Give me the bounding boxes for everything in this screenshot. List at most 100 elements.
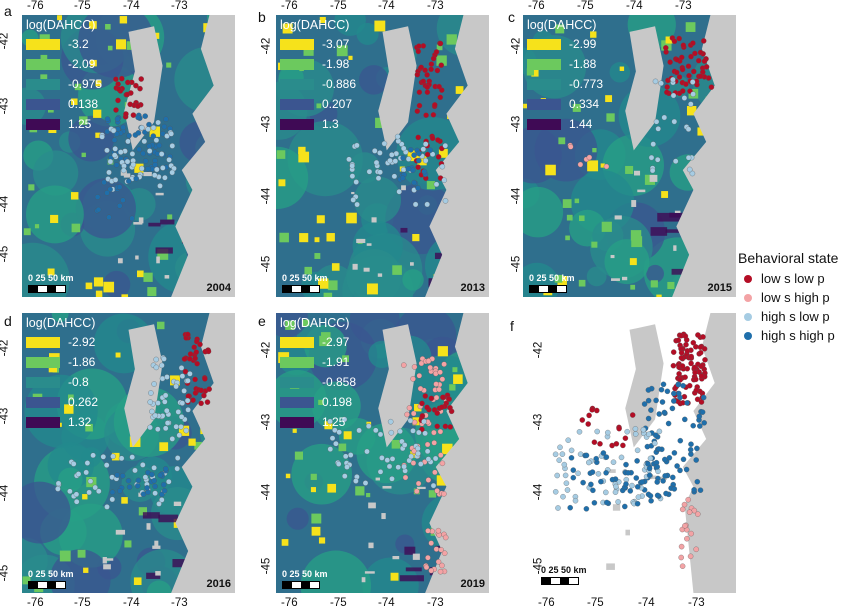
tracking-point bbox=[687, 446, 694, 453]
tracking-point bbox=[442, 142, 449, 149]
tracking-point bbox=[594, 428, 600, 435]
legend-swatch bbox=[26, 38, 60, 50]
legend-label: high s low p bbox=[761, 309, 830, 324]
lon-tick-label: -74 bbox=[638, 597, 655, 609]
tracking-point bbox=[125, 477, 132, 484]
tracking-point bbox=[142, 113, 148, 119]
legend-value: -2.99 bbox=[569, 37, 597, 51]
tracking-point bbox=[647, 493, 654, 499]
tracking-point bbox=[679, 66, 686, 73]
tracking-point bbox=[134, 483, 141, 489]
state-dot bbox=[744, 312, 752, 321]
tracking-point bbox=[583, 506, 590, 512]
land-mask bbox=[610, 15, 736, 297]
tracking-point bbox=[186, 356, 193, 362]
panel-letter-f: f bbox=[510, 318, 514, 334]
tracking-point bbox=[160, 481, 167, 488]
tracking-point bbox=[114, 472, 120, 478]
legend-title: Behavioral state bbox=[738, 250, 839, 266]
legend-value: 1.3 bbox=[322, 117, 339, 131]
tracking-point bbox=[136, 146, 142, 153]
lon-tick-label: -75 bbox=[74, 0, 91, 12]
scale-bar: 0 25 50 km bbox=[28, 273, 74, 293]
land-mask bbox=[351, 15, 489, 297]
land-mask bbox=[117, 15, 235, 297]
tracking-points bbox=[55, 331, 212, 510]
tracking-point bbox=[434, 488, 440, 494]
lon-tick-label: -73 bbox=[688, 597, 705, 609]
tracking-point bbox=[129, 454, 135, 460]
tracking-point bbox=[677, 437, 684, 444]
tracking-point bbox=[439, 460, 446, 467]
tracking-point bbox=[701, 420, 707, 426]
map-canvas bbox=[22, 313, 235, 593]
state-dot bbox=[744, 293, 752, 302]
tracking-point bbox=[350, 197, 356, 203]
tracking-point bbox=[151, 477, 157, 484]
tracking-point bbox=[682, 416, 688, 423]
tracking-point bbox=[570, 467, 577, 473]
tracking-point bbox=[394, 133, 401, 140]
tracking-point bbox=[55, 480, 62, 487]
tracking-point bbox=[555, 505, 561, 511]
tracking-point bbox=[634, 447, 641, 454]
tracking-point bbox=[104, 128, 111, 135]
tracking-point bbox=[174, 465, 180, 472]
scale-bar: 0 25 50 km bbox=[541, 565, 587, 585]
tracking-point bbox=[201, 392, 207, 399]
tracking-point bbox=[686, 509, 693, 515]
tracking-point bbox=[623, 481, 629, 487]
legend-value: -0.858 bbox=[322, 375, 357, 389]
lon-tick-label: -75 bbox=[330, 0, 347, 12]
tracking-point bbox=[694, 478, 701, 485]
tracking-point bbox=[344, 464, 350, 470]
tracking-point bbox=[149, 408, 155, 415]
tracking-point bbox=[697, 487, 704, 493]
tracking-points bbox=[94, 75, 177, 222]
lat-tick-label: -44 bbox=[260, 483, 273, 501]
tracking-point bbox=[152, 412, 159, 419]
tracking-point bbox=[677, 467, 683, 474]
tracking-point bbox=[439, 376, 446, 382]
tracking-point bbox=[112, 177, 119, 183]
tracking-point bbox=[150, 124, 157, 131]
tracking-point bbox=[423, 564, 430, 571]
tracking-point bbox=[110, 453, 116, 460]
tracking-point bbox=[116, 184, 123, 190]
tracking-point bbox=[327, 418, 333, 425]
legend-item: low s low p bbox=[738, 269, 838, 288]
tracking-point bbox=[125, 138, 131, 145]
tracking-point bbox=[654, 479, 660, 485]
tracking-point bbox=[600, 450, 607, 456]
tracking-point bbox=[438, 547, 444, 553]
tracking-point bbox=[591, 439, 598, 445]
tracking-point bbox=[406, 405, 413, 411]
tracking-point bbox=[679, 54, 685, 61]
legend-swatch bbox=[26, 98, 60, 110]
tracking-point bbox=[616, 425, 622, 432]
year-label: 2016 bbox=[206, 578, 231, 590]
tracking-point bbox=[570, 474, 577, 481]
tracking-point bbox=[160, 165, 166, 171]
legend-value: -2.92 bbox=[68, 335, 96, 349]
tracking-point bbox=[648, 498, 654, 504]
lat-tick-label: -43 bbox=[0, 407, 11, 425]
tracking-point bbox=[73, 498, 80, 505]
lat-tick-label: -42 bbox=[0, 32, 11, 50]
tracking-point bbox=[610, 459, 617, 465]
tracking-point bbox=[153, 356, 159, 363]
tracking-point bbox=[424, 72, 430, 78]
tracking-point bbox=[561, 461, 568, 468]
tracking-point bbox=[146, 148, 153, 154]
panel-letter-b: b bbox=[258, 9, 266, 25]
tracking-point bbox=[674, 57, 680, 63]
tracking-point bbox=[113, 162, 120, 168]
tracking-point bbox=[433, 394, 440, 401]
tracking-point bbox=[634, 500, 641, 507]
tracking-point bbox=[154, 166, 160, 173]
tracking-point bbox=[148, 390, 154, 396]
tracking-point bbox=[440, 394, 446, 401]
tracking-point bbox=[110, 127, 117, 134]
tracking-point bbox=[135, 477, 142, 484]
tracking-point bbox=[147, 424, 153, 431]
